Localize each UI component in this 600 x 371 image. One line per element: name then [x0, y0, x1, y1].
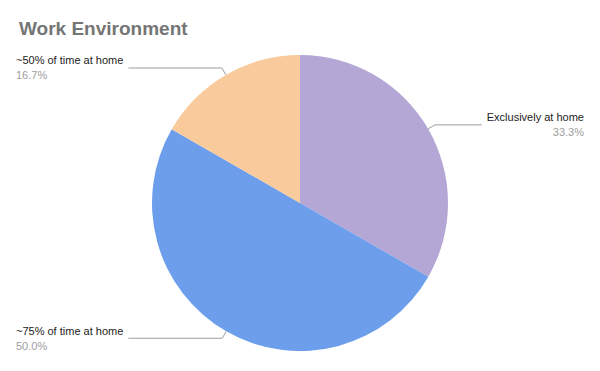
svg-text:16.7%: 16.7%	[16, 69, 47, 81]
svg-text:33.3%: 33.3%	[553, 126, 584, 138]
svg-text:Work Environment: Work Environment	[19, 18, 188, 39]
svg-text:~75% of time at home: ~75% of time at home	[16, 325, 123, 337]
svg-text:50.0%: 50.0%	[16, 340, 47, 352]
svg-text:~50% of time at home: ~50% of time at home	[16, 54, 123, 66]
svg-text:Exclusively at home: Exclusively at home	[487, 111, 584, 123]
